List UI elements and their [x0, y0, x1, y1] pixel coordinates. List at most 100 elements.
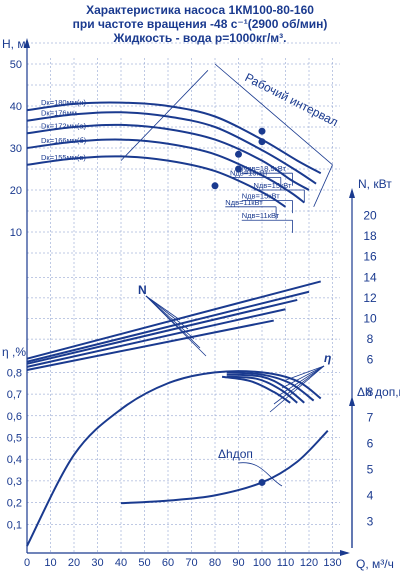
npsh-axis-arrow — [349, 396, 355, 406]
power-tick-label: 10 — [363, 312, 377, 326]
motor-power-label: Nдв=11кВт — [225, 198, 263, 207]
efficiency-curve-4 — [226, 375, 298, 404]
power-tick-label: 18 — [363, 229, 377, 243]
npsh-tick-label: 4 — [367, 488, 374, 502]
power-tick-label: 14 — [363, 270, 377, 284]
head-tick-label: 20 — [10, 185, 22, 197]
power-series-label: N — [138, 283, 147, 297]
x-tick-label: 110 — [277, 557, 295, 569]
eta-axis-label: η ,% — [2, 345, 26, 359]
eta-tick-label: 0,5 — [7, 433, 22, 445]
head-curve-label: Dк=155мм(в) — [41, 153, 86, 162]
eta-tick-label: 0,4 — [7, 454, 22, 466]
power-tick-label: 20 — [363, 209, 377, 223]
head-curve-2 — [26, 111, 317, 185]
npsh-tick-label: 6 — [367, 437, 374, 451]
power-line-1 — [26, 280, 322, 360]
title-line-3: Жидкость - вода р=1000кг/м³. — [113, 31, 287, 45]
x-tick-label: 0 — [24, 557, 30, 569]
power-line-2 — [26, 290, 310, 363]
head-curve-label: Dк=172мм(а) — [41, 121, 87, 130]
power-tick-label: 16 — [363, 250, 377, 264]
x-tick-label: 10 — [44, 557, 56, 569]
npsh-axis-label: Δh доп,м — [357, 385, 400, 399]
power-leader-2 — [145, 295, 189, 330]
head-curve-label: Dк=166мм(б) — [41, 136, 87, 145]
working-interval-left-line — [120, 70, 209, 161]
duty-point-1 — [258, 127, 266, 135]
x-tick-label: 30 — [91, 557, 103, 569]
title-line-2: при частоте вращения -48 с⁻¹(2900 об/мин… — [72, 17, 328, 31]
working-interval-top-line — [214, 63, 333, 166]
x-tick-label: 130 — [323, 557, 341, 569]
x-tick-label: 20 — [68, 557, 80, 569]
power-leader-5 — [145, 295, 207, 357]
power-line-5 — [26, 319, 274, 371]
power-tick-label: 12 — [363, 291, 377, 305]
npsh-series-label: Δhдоп — [218, 447, 253, 461]
power-line-4 — [26, 308, 286, 368]
efficiency-curve-3 — [226, 373, 305, 404]
x-tick-label: 60 — [162, 557, 174, 569]
npsh-duty-point — [258, 478, 266, 486]
x-tick-label: 70 — [185, 557, 197, 569]
efficiency-leader-4 — [273, 365, 325, 405]
x-tick-label: 100 — [253, 557, 271, 569]
motor-power-label: Nдв=15кВт — [254, 181, 293, 190]
head-tick-label: 30 — [10, 143, 22, 155]
eta-tick-label: 0,1 — [7, 519, 22, 531]
head-curve-label: Dк=180мм(н) — [41, 98, 87, 107]
title-line-1: Характеристика насоса 1КМ100-80-160 — [86, 3, 314, 17]
head-axis-arrow — [24, 38, 30, 48]
head-curve-3 — [26, 123, 310, 191]
npsh-tick-label: 3 — [367, 514, 374, 528]
head-curve-label: Dк=176мм — [41, 109, 77, 118]
power-tick-label: 6 — [367, 353, 374, 367]
x-tick-label: 50 — [138, 557, 150, 569]
x-axis-arrow — [340, 550, 350, 556]
efficiency-curve-5 — [221, 375, 291, 404]
efficiency-series-label: η — [324, 351, 331, 365]
eta-tick-label: 0,3 — [7, 476, 22, 488]
npsh-tick-label: 7 — [367, 411, 374, 425]
labels: 0 10 20 30 40 50 60 70 80 90 100 110 120 130 Q, м³/ч 10… — [2, 37, 400, 571]
duty-point-4 — [235, 165, 242, 173]
x-tick-label: 40 — [115, 557, 127, 569]
x-tick-label: 80 — [209, 557, 221, 569]
head-tick-label: 50 — [10, 59, 22, 71]
npsh-tick-label: 8 — [367, 385, 374, 399]
eta-tick-label: 0,8 — [7, 367, 22, 379]
axes — [24, 38, 355, 556]
head-tick-label: 40 — [10, 101, 22, 113]
head-axis-label: Н, м — [2, 37, 26, 51]
eta-tick-label: 0,2 — [7, 498, 22, 510]
working-interval-label: Рабочий интервал — [243, 70, 341, 129]
npsh-tick-label: 5 — [367, 463, 374, 477]
curves — [26, 63, 333, 547]
efficiency-curve-1 — [26, 370, 322, 547]
npsh-leader — [237, 462, 283, 487]
motor-power-label: Nдв=15кВт — [230, 168, 269, 177]
motor-power-label: Nдв=11кВт — [242, 211, 280, 220]
efficiency-leader-1 — [285, 365, 325, 381]
working-interval-right-line — [313, 164, 333, 207]
head-curve-4 — [26, 138, 305, 204]
x-tick-label: 90 — [232, 557, 244, 569]
x-axis-label: Q, м³/ч — [356, 557, 394, 571]
motor-power-label: Nдв=15кВт — [242, 192, 281, 201]
head-tick-label: 10 — [10, 227, 22, 239]
duty-point-5 — [211, 182, 219, 190]
power-axis-arrow — [349, 188, 355, 198]
eta-tick-label: 0,7 — [7, 389, 22, 401]
power-axis-label: N, кВт — [358, 177, 392, 191]
efficiency-leader-5 — [269, 365, 325, 413]
motor-power-label: Nдв=18,5кВт — [242, 164, 287, 173]
power-line-3 — [26, 298, 298, 365]
efficiency-leader-3 — [277, 365, 325, 397]
efficiency-curve-2 — [226, 371, 315, 402]
efficiency-leader-2 — [281, 365, 325, 389]
eta-tick-label: 0,6 — [7, 411, 22, 423]
duty-point-2 — [258, 138, 266, 146]
x-tick-label: 120 — [300, 557, 318, 569]
